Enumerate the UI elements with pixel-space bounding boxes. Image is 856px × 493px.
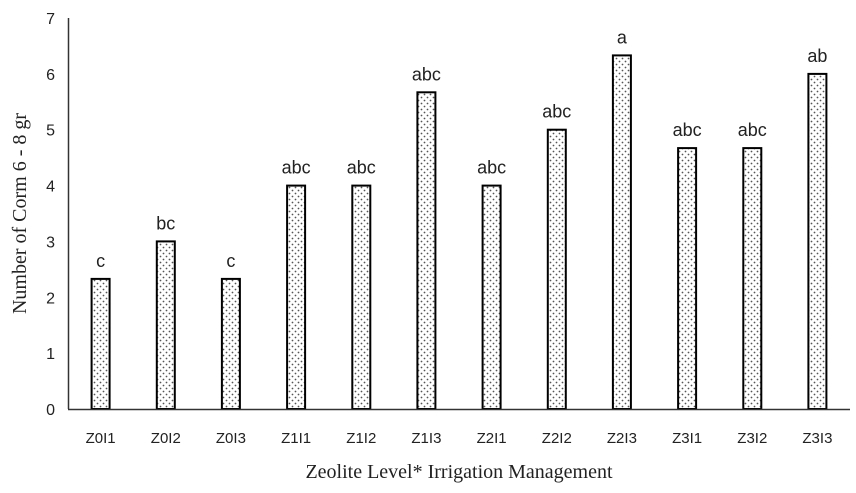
y-tick-label: 7	[46, 11, 55, 28]
x-tick-label: Z0I1	[86, 430, 116, 447]
x-axis-categories: Z0I1 Z0I2 Z0I3 Z1I1 Z1I2 Z1I3 Z2I1 Z2I2 Z2I3 Z3I1…	[86, 430, 833, 447]
significance-label: abc	[477, 158, 506, 178]
x-tick-label: Z3I3	[802, 430, 832, 447]
y-tick-label: 1	[46, 346, 55, 363]
y-tick-label: 3	[46, 234, 55, 251]
bar-z2i1	[481, 184, 502, 410]
bar-z3i2	[742, 147, 763, 410]
significance-label: ab	[807, 46, 827, 66]
x-tick-label: Z2I1	[477, 430, 507, 447]
x-tick-label: Z0I2	[151, 430, 181, 447]
x-tick-label: Z1I2	[346, 430, 376, 447]
x-tick-label: Z3I2	[737, 430, 767, 447]
bar-z1i1	[286, 184, 307, 410]
significance-label: abc	[347, 158, 376, 178]
y-tick-label: 4	[46, 179, 55, 196]
y-tick-label: 2	[46, 290, 55, 307]
bars	[90, 54, 828, 411]
x-tick-label: Z2I3	[607, 430, 637, 447]
y-tick-label: 0	[46, 402, 55, 419]
bar-z0i1	[90, 277, 111, 410]
x-tick-label: Z2I2	[542, 430, 572, 447]
significance-label: abc	[282, 158, 311, 178]
x-tick-label: Z1I1	[281, 430, 311, 447]
significance-label: a	[617, 27, 628, 47]
significance-label: bc	[156, 213, 175, 233]
x-tick-label: Z0I3	[216, 430, 246, 447]
bar-z1i3	[416, 91, 437, 411]
bar-z3i3	[807, 72, 828, 411]
bar-z3i1	[677, 147, 698, 410]
y-tick-label: 5	[46, 123, 55, 140]
significance-labels: c bc c abc abc abc abc abc a abc abc ab	[96, 27, 827, 271]
bar-z2i2	[546, 128, 567, 410]
x-axis-title: Zeolite Level* Irrigation Management	[305, 461, 613, 483]
significance-label: abc	[673, 120, 702, 140]
bar-z2i3	[611, 54, 632, 411]
y-axis-ticks: 0 1 2 3 4 5 6 7	[46, 11, 55, 419]
bar-z0i3	[220, 277, 241, 410]
y-tick-label: 6	[46, 67, 55, 84]
significance-label: c	[226, 251, 235, 271]
x-tick-label: Z3I1	[672, 430, 702, 447]
significance-label: abc	[542, 102, 571, 122]
y-axis-title: Number of Corm 6 - 8 gr	[9, 113, 31, 314]
significance-label: abc	[412, 64, 441, 84]
significance-label: c	[96, 251, 105, 271]
bar-z0i2	[155, 240, 176, 410]
x-tick-label: Z1I3	[411, 430, 441, 447]
significance-label: abc	[738, 120, 767, 140]
bar-z1i2	[351, 184, 372, 410]
